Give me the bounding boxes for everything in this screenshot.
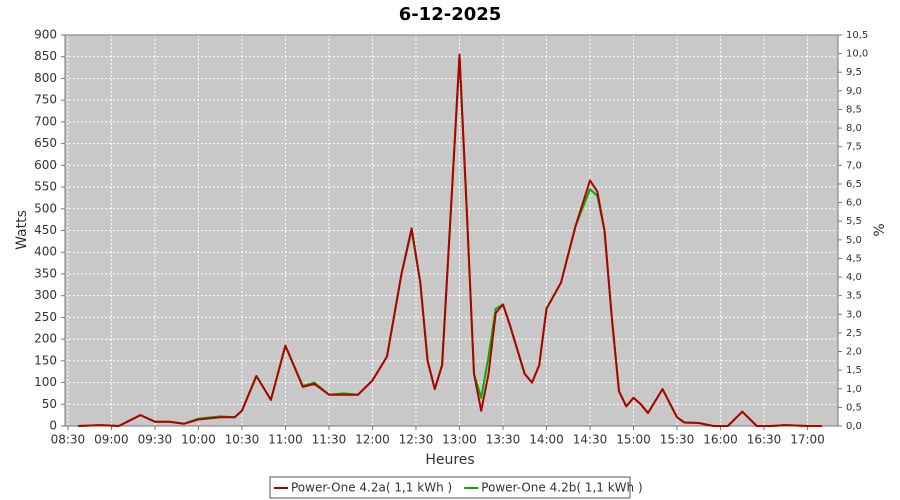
chart-title: 6-12-2025	[399, 4, 502, 25]
y-tick-label: 250	[34, 310, 57, 324]
x-tick-label: 11:30	[312, 433, 347, 447]
y2-tick-label: 9,5	[846, 67, 862, 78]
y2-tick-label: 7,0	[846, 160, 862, 171]
y2-tick-label: 10,0	[846, 49, 868, 60]
y2-tick-label: 8,5	[846, 104, 862, 115]
y-tick-label: 450	[34, 223, 57, 237]
y2-tick-label: 6,0	[846, 198, 862, 209]
y2-tick-label: 3,5	[846, 291, 862, 302]
y-tick-label: 700	[34, 114, 57, 128]
y2-tick-label: 0,5	[846, 402, 862, 413]
legend	[269, 476, 631, 499]
x-axis-label: Heures	[425, 452, 474, 468]
y-tick-label: 400	[34, 245, 57, 259]
y-tick-label: 200	[34, 332, 57, 346]
x-tick-label: 12:30	[399, 433, 434, 447]
y2-tick-label: 1,0	[846, 384, 862, 395]
x-tick-label: 10:30	[225, 433, 260, 447]
y-tick-label: 100	[34, 375, 57, 389]
y-tick-label: 150	[34, 353, 57, 367]
y2-tick-label: 6,5	[846, 179, 862, 190]
x-tick-label: 10:00	[181, 433, 216, 447]
y2-tick-label: 4,0	[846, 272, 862, 283]
y-tick-label: 800	[34, 71, 57, 85]
x-tick-label: 11:00	[268, 433, 303, 447]
y-tick-label: 550	[34, 180, 57, 194]
legend-label: Power-One 4.2a( 1,1 kWh )	[291, 481, 452, 495]
y-tick-label: 300	[34, 288, 57, 302]
y2-tick-label: 4,5	[846, 253, 862, 264]
y-tick-label: 0	[49, 419, 57, 433]
x-tick-label: 15:00	[616, 433, 651, 447]
x-tick-label: 16:30	[747, 433, 782, 447]
x-tick-label: 14:00	[529, 433, 564, 447]
x-tick-label: 13:30	[486, 433, 521, 447]
y2-tick-label: 7,5	[846, 142, 862, 153]
y-tick-label: 500	[34, 201, 57, 215]
x-tick-label: 09:30	[138, 433, 173, 447]
y-tick-label: 900	[34, 28, 57, 42]
y-axis-label: Watts	[14, 210, 30, 250]
y2-tick-label: 2,0	[846, 347, 862, 358]
y-tick-label: 600	[34, 158, 57, 172]
y-tick-label: 850	[34, 49, 57, 63]
x-tick-label: 12:00	[355, 433, 390, 447]
y2-tick-label: 2,5	[846, 328, 862, 339]
x-tick-label: 15:30	[660, 433, 695, 447]
y-tick-label: 50	[42, 397, 57, 411]
y2-tick-label: 3,0	[846, 309, 862, 320]
x-tick-label: 16:00	[703, 433, 738, 447]
y2-tick-label: 8,0	[846, 123, 862, 134]
y-tick-label: 650	[34, 136, 57, 150]
y2-tick-label: 0,0	[846, 421, 862, 432]
plot-border	[64, 34, 839, 427]
y2-tick-label: 5,0	[846, 235, 862, 246]
x-tick-label: 14:30	[573, 433, 608, 447]
y2-tick-label: 1,5	[846, 365, 862, 376]
x-tick-label: 13:00	[442, 433, 477, 447]
x-tick-label: 08:30	[51, 433, 86, 447]
y2-axis-label: %	[872, 223, 888, 236]
y-tick-label: 750	[34, 93, 57, 107]
y2-tick-label: 5,5	[846, 216, 862, 227]
y-tick-label: 350	[34, 266, 57, 280]
legend-label: Power-One 4.2b( 1,1 kWh )	[481, 481, 642, 495]
x-tick-label: 17:00	[790, 433, 825, 447]
y2-tick-label: 10,5	[846, 30, 868, 41]
series-line	[78, 53, 822, 427]
x-tick-label: 09:00	[94, 433, 129, 447]
y2-tick-label: 9,0	[846, 86, 862, 97]
